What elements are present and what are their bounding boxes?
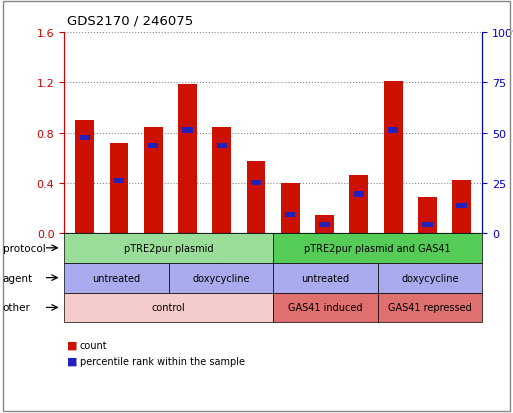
Text: pTRE2pur plasmid: pTRE2pur plasmid xyxy=(124,243,213,253)
Bar xyxy=(320,222,330,227)
Bar xyxy=(422,222,432,227)
Bar xyxy=(251,181,261,186)
Text: count: count xyxy=(80,340,107,350)
Text: doxycycline: doxycycline xyxy=(192,273,250,283)
Text: GAS41 repressed: GAS41 repressed xyxy=(388,303,472,313)
Bar xyxy=(247,162,265,233)
Bar xyxy=(349,176,368,233)
Bar xyxy=(212,128,231,233)
Bar xyxy=(182,128,193,133)
Bar xyxy=(388,128,398,133)
Bar xyxy=(144,128,163,233)
Bar xyxy=(281,183,300,233)
Text: GDS2170 / 246075: GDS2170 / 246075 xyxy=(67,14,193,27)
Bar xyxy=(285,212,295,217)
Bar xyxy=(452,181,471,233)
Text: protocol: protocol xyxy=(3,243,45,253)
Text: doxycycline: doxycycline xyxy=(401,273,459,283)
Bar xyxy=(418,197,437,233)
Text: GAS41 induced: GAS41 induced xyxy=(288,303,363,313)
Bar xyxy=(80,136,90,141)
Bar xyxy=(457,203,467,208)
Bar xyxy=(114,178,124,183)
Text: percentile rank within the sample: percentile rank within the sample xyxy=(80,356,245,366)
Bar xyxy=(315,216,334,233)
Bar xyxy=(216,143,227,148)
Text: untreated: untreated xyxy=(92,273,141,283)
Text: pTRE2pur plasmid and GAS41: pTRE2pur plasmid and GAS41 xyxy=(304,243,451,253)
Bar xyxy=(110,143,128,233)
Bar xyxy=(178,84,197,233)
Bar xyxy=(384,82,403,233)
Text: ■: ■ xyxy=(67,356,77,366)
Text: ■: ■ xyxy=(67,340,77,350)
Bar xyxy=(353,192,364,197)
Bar xyxy=(148,143,159,148)
Text: untreated: untreated xyxy=(301,273,349,283)
Bar xyxy=(75,121,94,233)
Text: other: other xyxy=(3,303,30,313)
Text: agent: agent xyxy=(3,273,33,283)
Text: control: control xyxy=(152,303,186,313)
